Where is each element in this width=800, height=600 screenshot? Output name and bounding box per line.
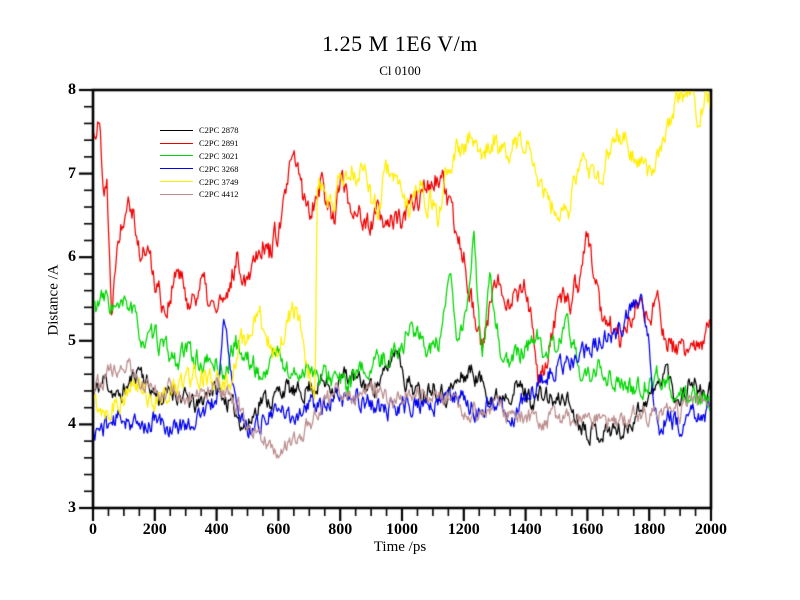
- x-tick-label: 1200: [447, 521, 480, 538]
- x-tick-label: 1800: [633, 521, 666, 538]
- x-axis-label: Time /ps: [373, 539, 427, 555]
- y-tick-label: 3: [68, 499, 76, 516]
- chart-title: 1.25 M 1E6 V/m: [322, 31, 478, 56]
- x-tick-label: 600: [266, 521, 291, 538]
- x-tick-label: 800: [328, 521, 353, 538]
- legend: C2PC 2878 C2PC 2891 C2PC 3021 C2PC 3268 C2PC…: [160, 124, 238, 201]
- legend-label: C2PC 4412: [199, 189, 239, 200]
- legend-label: C2PC 3268: [199, 163, 239, 174]
- y-tick-label: 7: [68, 164, 76, 182]
- legend-color-line: [160, 193, 193, 195]
- legend-label: C2PC 3021: [199, 150, 239, 161]
- legend-item: C2PC 4412: [160, 188, 238, 201]
- x-tick-label: 2000: [695, 521, 727, 538]
- y-tick-label: 8: [68, 81, 76, 98]
- x-tick-label: 200: [142, 521, 167, 538]
- x-tick-label: 1400: [509, 521, 542, 538]
- y-tick-label: 4: [68, 415, 76, 433]
- legend-label: C2PC 3749: [199, 176, 239, 187]
- legend-color-line: [160, 155, 193, 157]
- x-tick-label: 400: [204, 521, 229, 538]
- legend-item: C2PC 3749: [160, 175, 238, 188]
- legend-color-line: [160, 168, 193, 170]
- y-tick-label: 5: [68, 331, 76, 349]
- legend-label: C2PC 2891: [199, 138, 239, 149]
- x-tick-label: 0: [89, 521, 97, 538]
- legend-item: C2PC 3268: [160, 162, 238, 175]
- x-tick-label: 1600: [571, 521, 604, 538]
- legend-color-line: [160, 142, 193, 144]
- y-tick-label: 6: [68, 248, 76, 266]
- x-tick-label: 1000: [386, 521, 418, 538]
- legend-item: C2PC 2891: [160, 137, 238, 150]
- legend-color-line: [160, 129, 193, 131]
- legend-item: C2PC 2878: [160, 124, 238, 137]
- legend-label: C2PC 2878: [199, 125, 239, 136]
- legend-item: C2PC 3021: [160, 150, 238, 163]
- chart-subtitle: Cl 0100: [379, 63, 421, 78]
- legend-color-line: [160, 181, 193, 183]
